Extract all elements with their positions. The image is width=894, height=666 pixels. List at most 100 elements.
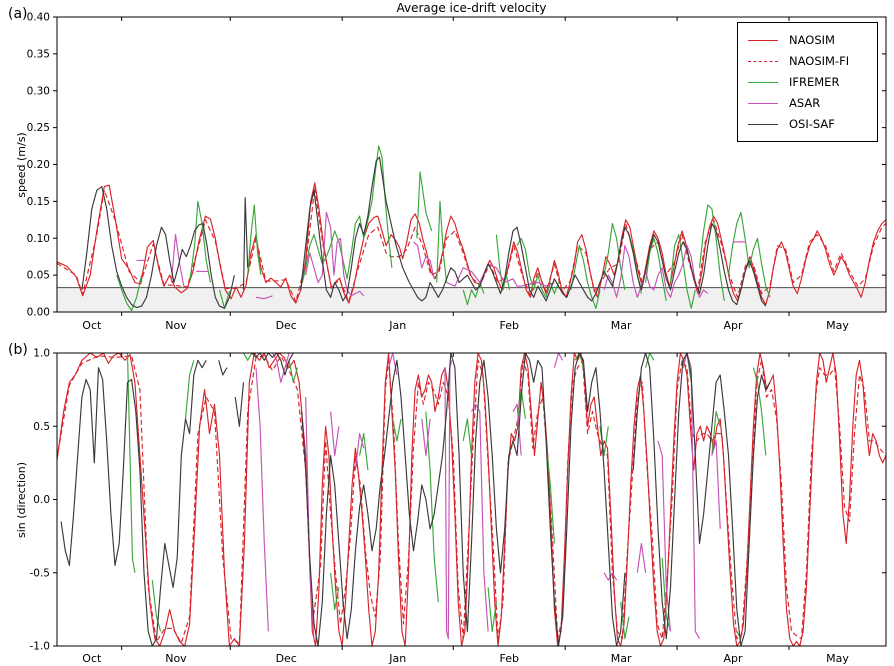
legend-box: NAOSIM NAOSIM-FI IFREMER ASAR OSI-SAF: [737, 22, 878, 142]
x-tick-label-apr: Apr: [724, 319, 744, 332]
y-tick-label: 1.0: [33, 348, 50, 360]
legend-label: NAOSIM-FI: [789, 53, 850, 68]
series-segment: [330, 572, 340, 610]
x-tick-label-may: May: [826, 652, 849, 665]
series-segment: [242, 197, 249, 290]
legend-line-swatch: [748, 40, 778, 41]
series-segment: [247, 204, 262, 276]
series-segment: [392, 418, 402, 442]
series-segment: [116, 274, 143, 312]
legend-line-swatch: [748, 103, 778, 104]
y-tick-label: 0.05: [27, 270, 50, 282]
legend-item-osi-saf: OSI-SAF: [748, 114, 869, 135]
y-ticks-a: 0.00 0.05 0.10 0.15 0.20 0.25 0.30 0.35 0.40: [27, 12, 886, 319]
y-tick-label: 0.20: [27, 159, 50, 171]
x-tick-label-jan: Jan: [388, 319, 406, 332]
axes-frame: [56, 352, 887, 647]
x-tick-label-feb: Feb: [499, 319, 518, 332]
y-tick-label: 0.10: [27, 233, 50, 245]
series-segment: [470, 403, 489, 632]
series-segment: [359, 433, 369, 471]
y-tick-label: 0.30: [27, 85, 50, 97]
series-segment: [234, 382, 245, 427]
series-segment: [60, 359, 207, 646]
series-segment: [661, 558, 672, 632]
series-naosim-b: [57, 353, 886, 646]
series-segment: [255, 295, 273, 300]
series-segment: [305, 211, 365, 297]
y-tick-label: 0.15: [27, 196, 50, 208]
series-segment: [184, 360, 195, 419]
series-segment: [636, 542, 647, 573]
x-ticks-a: Oct Nov Dec Jan Feb Mar Apr May: [82, 17, 849, 332]
series-segment: [516, 389, 526, 427]
legend-line-swatch: [748, 124, 778, 125]
series-segment: [711, 411, 721, 456]
series-segment: [300, 156, 767, 307]
series-naosim-a: [57, 182, 886, 306]
series-segment: [727, 211, 771, 298]
series-segment: [669, 234, 696, 309]
series-segment: [255, 367, 269, 632]
series-segment: [632, 353, 771, 646]
series-segment: [553, 353, 564, 368]
legend-label: ASAR: [789, 95, 821, 110]
x-tick-label-nov: Nov: [165, 652, 187, 665]
series-naosim-fi-a: [57, 187, 886, 303]
series-segment: [444, 360, 453, 640]
y-tick-label: 0.35: [27, 48, 50, 60]
series-naosim-fi-b: [57, 355, 886, 644]
series-segment: [151, 580, 162, 632]
series-segment: [698, 204, 725, 301]
x-tick-label-may: May: [826, 319, 849, 332]
legend-item-naosim: NAOSIM: [748, 30, 869, 51]
series-asar-a: [136, 211, 746, 300]
series-segment: [436, 200, 448, 283]
x-tick-label-oct: Oct: [82, 652, 102, 665]
x-tick-label-dec: Dec: [276, 319, 297, 332]
series-segment: [512, 403, 522, 456]
series-segment: [421, 418, 431, 457]
panel-b-label: (b): [8, 342, 28, 358]
x-ticks-b: Oct Nov Dec Jan Feb Mar Apr May: [82, 353, 849, 665]
legend-item-asar: ASAR: [748, 93, 869, 114]
series-segment: [301, 353, 626, 646]
series-segment: [487, 587, 497, 632]
panel-b: -1.0 -0.5 0.0 0.5 1.0 Oct Nov Dec Jan Feb Mar Apr Ma…: [30, 348, 887, 665]
y-tick-label: -1.0: [30, 641, 51, 653]
series-segment: [446, 263, 555, 287]
series-segment: [301, 145, 393, 283]
series-segment: [57, 353, 886, 646]
x-tick-label-oct: Oct: [82, 319, 102, 332]
series-segment: [305, 396, 315, 639]
series-segment: [126, 353, 136, 573]
y-axis-label-sin-direction: sin (direction): [15, 461, 28, 539]
x-tick-label-dec: Dec: [276, 652, 297, 665]
series-osi-saf-a: [81, 156, 767, 309]
series-segment: [57, 187, 886, 303]
series-segment: [645, 237, 667, 302]
series-segment: [545, 440, 555, 544]
series-segment: [462, 418, 473, 456]
panel-a: 0.00 0.05 0.10 0.15 0.20 0.25 0.30 0.35 0.40 Oct N…: [27, 12, 887, 332]
series-segment: [711, 440, 721, 529]
y-ticks-b: -1.0 -0.5 0.0 0.5 1.0: [30, 348, 886, 653]
series-segment: [495, 234, 511, 291]
series-segment: [170, 234, 185, 287]
x-tick-label-jan: Jan: [388, 652, 406, 665]
y-tick-label: -0.5: [30, 567, 51, 579]
y-tick-label: 0.25: [27, 122, 50, 134]
series-osi-saf-b: [60, 353, 771, 646]
series-segment: [251, 353, 294, 376]
series-segment: [218, 360, 228, 376]
x-tick-label-feb: Feb: [499, 652, 518, 665]
series-segment: [272, 353, 290, 383]
series-segment: [243, 353, 253, 361]
x-tick-label-apr: Apr: [724, 652, 744, 665]
series-segment: [81, 186, 235, 309]
legend-line-swatch: [748, 82, 778, 83]
legend-label: IFREMER: [789, 74, 840, 89]
y-tick-label: 0.40: [27, 12, 50, 24]
